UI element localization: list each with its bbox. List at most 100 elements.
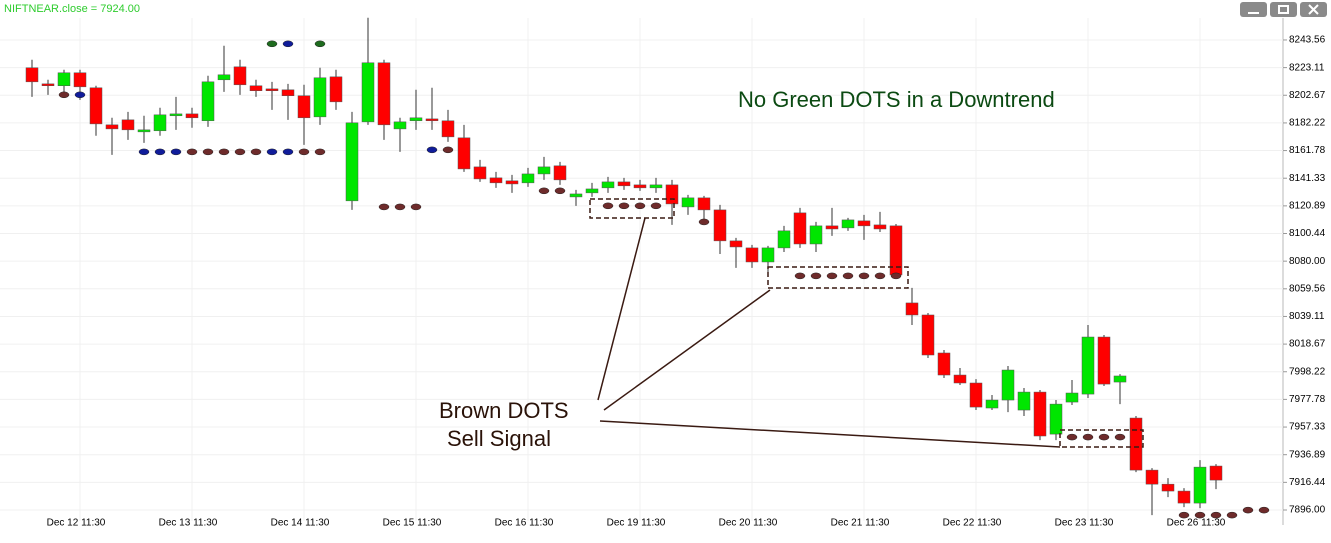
candle-body xyxy=(1193,466,1207,504)
signal-dot xyxy=(426,146,438,154)
candle-body xyxy=(1081,336,1095,395)
signal-dot xyxy=(314,40,326,48)
signal-dot xyxy=(314,148,326,156)
signal-dot xyxy=(602,202,614,210)
x-tick-label: Dec 20 11:30 xyxy=(719,518,778,529)
y-tick-label: 8243.56 xyxy=(1289,35,1326,46)
candle-body xyxy=(761,247,775,263)
maximize-button[interactable] xyxy=(1270,2,1297,17)
signal-dot xyxy=(890,272,902,280)
candle-body xyxy=(185,113,199,119)
signal-dot xyxy=(858,272,870,280)
candle-body xyxy=(665,184,679,205)
candle-body xyxy=(329,76,343,103)
signal-box xyxy=(589,198,675,219)
candle-body xyxy=(1049,403,1063,435)
candle-body xyxy=(569,193,583,198)
callout-line xyxy=(599,420,1061,448)
candle-body xyxy=(1033,391,1047,437)
candle-body xyxy=(425,118,439,122)
candle-body xyxy=(153,114,167,132)
y-tick-label: 7977.78 xyxy=(1289,394,1326,405)
signal-dot xyxy=(538,187,550,195)
signal-dot xyxy=(618,202,630,210)
y-tick-label: 8080.00 xyxy=(1289,256,1326,267)
signal-dot xyxy=(282,148,294,156)
signal-dot xyxy=(266,40,278,48)
candle-body xyxy=(169,113,183,117)
candle-body xyxy=(601,181,615,189)
candle-body xyxy=(521,173,535,184)
signal-dot xyxy=(1210,511,1222,519)
signal-dot xyxy=(378,203,390,211)
candle-body xyxy=(105,124,119,130)
signal-dot xyxy=(394,203,406,211)
candle-body xyxy=(217,74,231,81)
chart-title: NIFTNEAR.close = 7924.00 xyxy=(4,3,140,15)
y-tick-label: 8141.33 xyxy=(1289,173,1326,184)
signal-dot xyxy=(1066,433,1078,441)
x-tick-label: Dec 21 11:30 xyxy=(831,518,890,529)
x-tick-label: Dec 23 11:30 xyxy=(1055,518,1114,529)
candle-body xyxy=(905,302,919,316)
signal-dot xyxy=(58,91,70,99)
candle-body xyxy=(537,166,551,175)
y-tick-label: 8059.56 xyxy=(1289,283,1326,294)
signal-dot xyxy=(218,148,230,156)
signal-dot xyxy=(634,202,646,210)
candle-body xyxy=(857,220,871,227)
candle-body xyxy=(1177,490,1191,504)
candle-body xyxy=(377,62,391,126)
annotation: Sell Signal xyxy=(447,426,551,451)
x-tick-label: Dec 19 11:30 xyxy=(607,518,666,529)
candle-body xyxy=(393,121,407,130)
signal-dot xyxy=(234,148,246,156)
y-tick-label: 7916.44 xyxy=(1289,477,1326,488)
x-tick-label: Dec 26 11:30 xyxy=(1167,518,1226,529)
maximize-icon xyxy=(1278,5,1289,14)
signal-dot xyxy=(1226,511,1238,519)
candle-body xyxy=(1017,391,1031,411)
candle-body xyxy=(729,240,743,248)
candle-body xyxy=(585,188,599,194)
candle-body xyxy=(265,88,279,92)
signal-dot xyxy=(250,148,262,156)
candle-body xyxy=(1129,417,1143,471)
signal-dot xyxy=(202,148,214,156)
callout-line xyxy=(603,289,771,411)
signal-dot xyxy=(154,148,166,156)
candle-body xyxy=(233,66,247,86)
candle-body xyxy=(1097,336,1111,385)
candle-body xyxy=(1001,369,1015,401)
candle-body xyxy=(1161,483,1175,492)
signal-dot xyxy=(298,148,310,156)
candle-body xyxy=(345,122,359,202)
candle-body xyxy=(617,181,631,187)
x-tick-label: Dec 13 11:30 xyxy=(159,518,218,529)
signal-dot xyxy=(810,272,822,280)
signal-dot xyxy=(650,202,662,210)
y-tick-label: 8223.11 xyxy=(1289,62,1325,73)
minimize-button[interactable] xyxy=(1240,2,1267,17)
signal-dot xyxy=(1082,433,1094,441)
candle-body xyxy=(297,95,311,119)
signal-box xyxy=(1059,429,1144,448)
callout-line xyxy=(597,217,646,401)
candle-body xyxy=(457,137,471,170)
signal-dot xyxy=(1098,433,1110,441)
y-tick-label: 8120.89 xyxy=(1289,200,1326,211)
candle-body xyxy=(57,72,71,87)
candle-body xyxy=(809,225,823,245)
signal-dot xyxy=(442,146,454,154)
y-tick-label: 8161.78 xyxy=(1289,145,1326,156)
candle-body xyxy=(745,247,759,263)
signal-dot xyxy=(410,203,422,211)
signal-dot xyxy=(554,187,566,195)
candle-body xyxy=(409,117,423,122)
candle-body xyxy=(361,62,375,123)
candle-body xyxy=(505,180,519,185)
signal-dot xyxy=(1194,511,1206,519)
candle-body xyxy=(777,230,791,249)
candle-body xyxy=(953,374,967,384)
